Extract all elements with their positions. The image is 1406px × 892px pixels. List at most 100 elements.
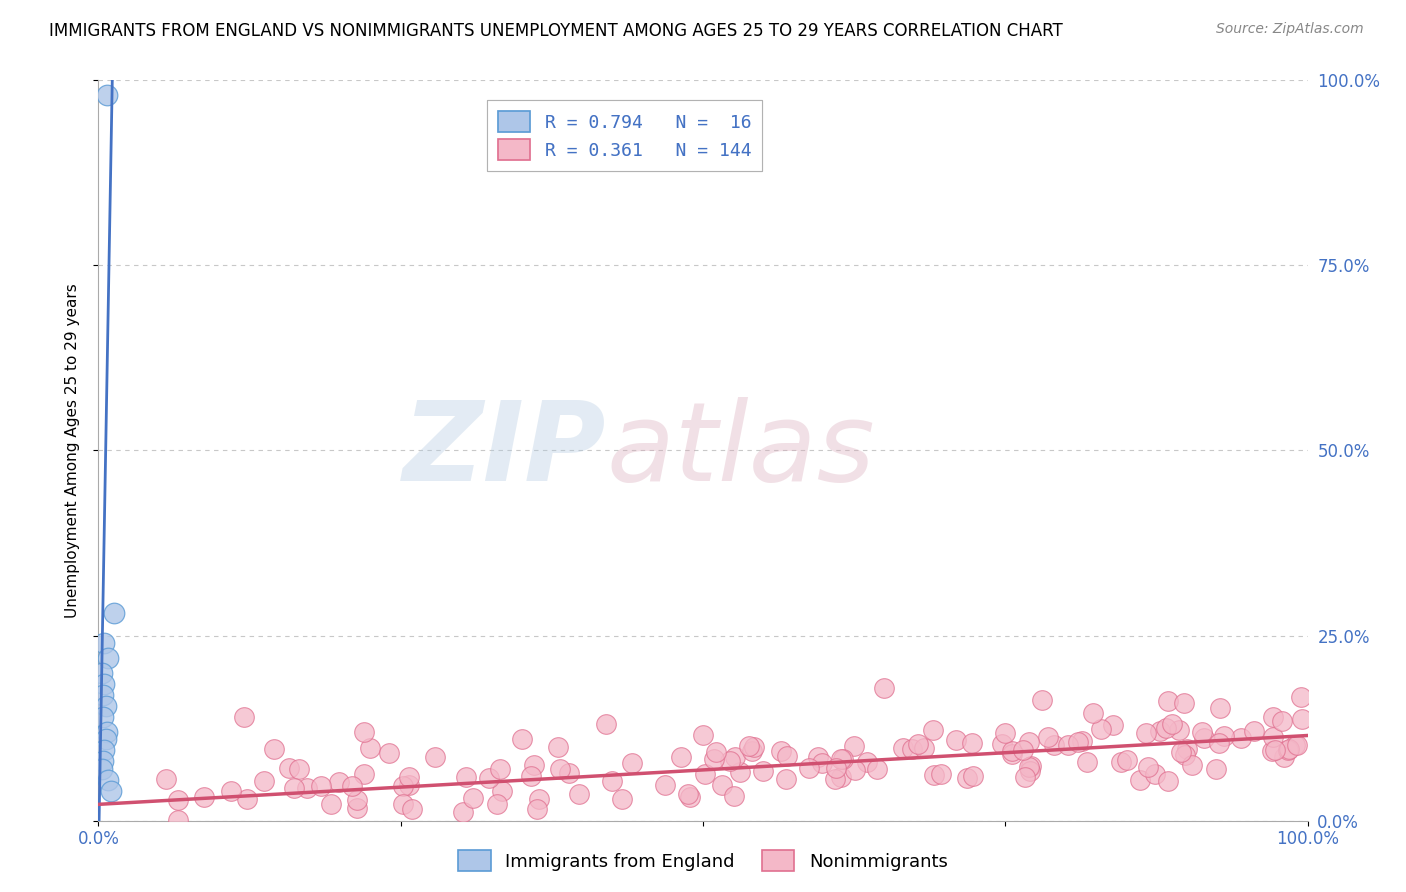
Point bbox=[856, 755, 879, 769]
Point bbox=[1129, 772, 1152, 787]
Y-axis label: Unemployment Among Ages 25 to 29 years: Unemployment Among Ages 25 to 29 years bbox=[65, 283, 80, 618]
Point bbox=[1173, 696, 1195, 710]
Point bbox=[1019, 759, 1042, 773]
Point bbox=[1192, 731, 1215, 745]
Point bbox=[263, 741, 285, 756]
Point bbox=[454, 770, 477, 784]
Point bbox=[1271, 714, 1294, 728]
Point bbox=[695, 767, 717, 781]
Point bbox=[236, 792, 259, 806]
Point bbox=[309, 779, 332, 793]
Point bbox=[1277, 743, 1299, 757]
Point bbox=[1014, 770, 1036, 784]
Point bbox=[1170, 745, 1192, 759]
Point bbox=[929, 766, 952, 780]
Point bbox=[558, 765, 581, 780]
Point bbox=[600, 774, 623, 789]
Point bbox=[91, 688, 114, 702]
Point bbox=[526, 802, 548, 816]
Point bbox=[844, 763, 866, 777]
Point bbox=[751, 764, 773, 779]
Point bbox=[945, 733, 967, 747]
Point bbox=[1291, 712, 1313, 726]
Point bbox=[1286, 738, 1309, 752]
Point bbox=[1102, 718, 1125, 732]
Point bbox=[93, 676, 115, 690]
Point bbox=[621, 756, 644, 770]
Point bbox=[1067, 735, 1090, 749]
Point bbox=[1135, 726, 1157, 740]
Point bbox=[1167, 723, 1189, 738]
Point bbox=[962, 769, 984, 783]
Point bbox=[277, 760, 299, 774]
Point bbox=[392, 779, 415, 793]
Point bbox=[1213, 729, 1236, 743]
Point bbox=[166, 793, 188, 807]
Point bbox=[873, 681, 896, 696]
Point bbox=[718, 754, 741, 768]
Point bbox=[775, 772, 797, 786]
Point bbox=[1018, 760, 1040, 774]
Point bbox=[100, 784, 122, 798]
Point bbox=[1177, 741, 1199, 756]
Point bbox=[288, 762, 311, 776]
Point bbox=[489, 762, 512, 776]
Point bbox=[103, 607, 125, 621]
Point bbox=[1090, 723, 1112, 737]
Point bbox=[398, 770, 420, 784]
Point bbox=[1156, 721, 1178, 735]
Point bbox=[776, 749, 799, 764]
Point bbox=[1156, 774, 1178, 789]
Point bbox=[283, 780, 305, 795]
Point bbox=[1261, 710, 1284, 724]
Point bbox=[166, 813, 188, 827]
Point bbox=[1181, 758, 1204, 772]
Point bbox=[96, 724, 118, 739]
Point bbox=[912, 740, 935, 755]
Point bbox=[825, 761, 848, 775]
Point bbox=[1284, 738, 1306, 752]
Point bbox=[741, 744, 763, 758]
Point bbox=[486, 797, 509, 812]
Point bbox=[1205, 762, 1227, 776]
Point bbox=[1109, 755, 1132, 769]
Point bbox=[1070, 733, 1092, 747]
Point bbox=[797, 761, 820, 775]
Point bbox=[478, 771, 501, 785]
Point bbox=[824, 772, 846, 786]
Point bbox=[1261, 744, 1284, 758]
Point bbox=[93, 636, 115, 650]
Point bbox=[519, 768, 541, 782]
Point bbox=[93, 743, 115, 757]
Point bbox=[891, 741, 914, 756]
Point bbox=[91, 710, 114, 724]
Point bbox=[97, 772, 120, 787]
Text: Source: ZipAtlas.com: Source: ZipAtlas.com bbox=[1216, 22, 1364, 37]
Point bbox=[94, 732, 117, 747]
Text: atlas: atlas bbox=[606, 397, 875, 504]
Point bbox=[155, 772, 177, 787]
Point bbox=[401, 801, 423, 815]
Point bbox=[1174, 747, 1197, 762]
Point bbox=[1209, 700, 1232, 714]
Point bbox=[1018, 735, 1040, 749]
Point bbox=[866, 762, 889, 776]
Point bbox=[654, 778, 676, 792]
Point bbox=[1081, 706, 1104, 720]
Point bbox=[1116, 753, 1139, 767]
Point bbox=[1076, 756, 1098, 770]
Point bbox=[96, 88, 118, 103]
Point bbox=[711, 778, 734, 792]
Point bbox=[1011, 743, 1033, 757]
Point bbox=[671, 749, 693, 764]
Point bbox=[328, 775, 350, 789]
Point bbox=[956, 771, 979, 785]
Point bbox=[321, 797, 343, 811]
Point bbox=[510, 732, 533, 747]
Point bbox=[842, 739, 865, 753]
Point bbox=[1230, 731, 1253, 745]
Point bbox=[297, 780, 319, 795]
Point bbox=[1208, 736, 1230, 750]
Point bbox=[340, 780, 363, 794]
Point bbox=[97, 650, 120, 665]
